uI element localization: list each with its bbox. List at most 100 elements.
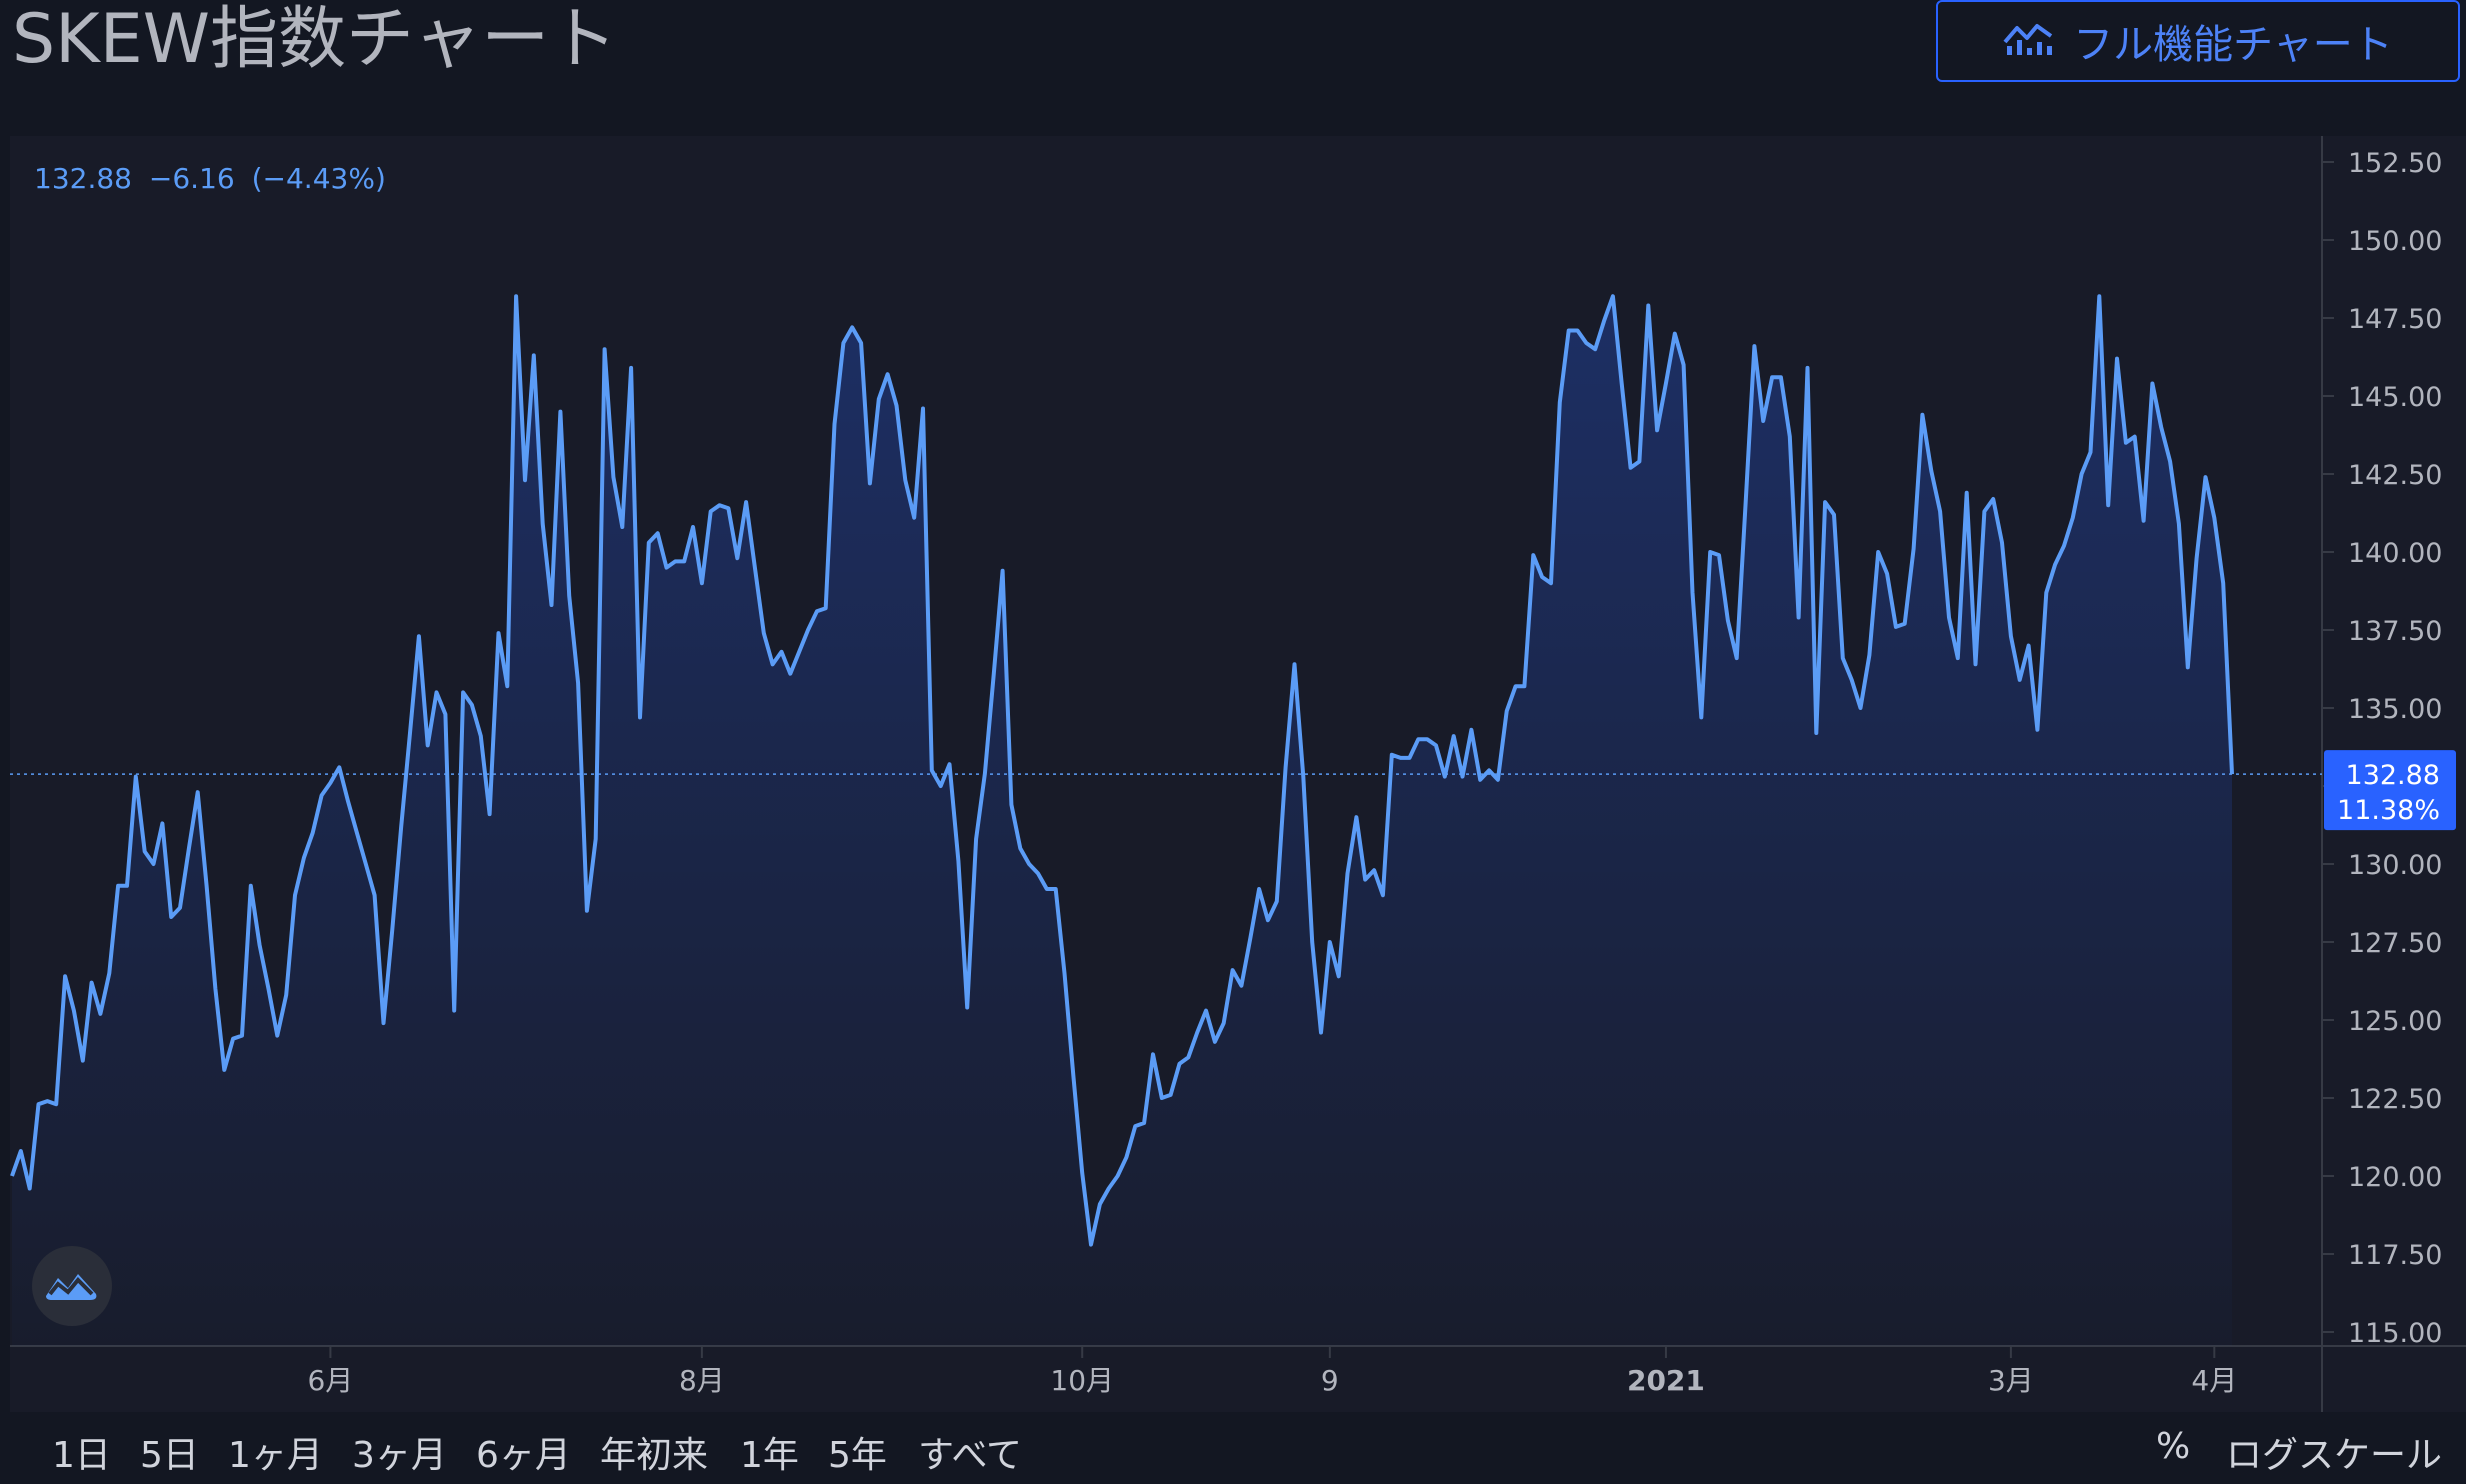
data-point [1965,491,1969,495]
data-point [1805,366,1809,370]
data-point [2000,540,2004,544]
range-button[interactable]: すべて [918,1435,1023,1476]
data-point [885,372,889,376]
full-chart-button[interactable]: フル機能チャート [1936,0,2460,82]
y-tick-label: 127.50 [2348,928,2442,959]
y-tick-label: 147.50 [2348,304,2442,335]
data-point [1248,937,1252,941]
data-point [656,531,660,535]
data-point [1956,656,1960,660]
data-point [903,478,907,482]
data-point [1867,653,1871,657]
data-point [629,366,633,370]
data-point [1876,550,1880,554]
data-point [1673,331,1677,335]
x-tick-label: 10月 [1050,1364,1114,1397]
data-point [647,540,651,544]
data-point [1558,400,1562,404]
data-point [1522,684,1526,688]
data-point [1885,572,1889,576]
data-point [134,774,138,778]
chart-line-icon [2003,16,2055,66]
x-tick-label: 2021 [1627,1364,1705,1397]
data-point [196,790,200,794]
price-chart[interactable]: 152.50 150.00 147.50 145.00 142.50 140.00 137.… [0,0,2466,1412]
data-point [1584,341,1588,345]
range-button[interactable]: 1年 [740,1435,799,1476]
data-point [2035,728,2039,732]
range-button[interactable]: 3ヶ月 [352,1435,447,1476]
data-point [1531,553,1535,557]
data-point [1363,877,1367,881]
data-point [1770,375,1774,379]
data-point [1186,1055,1190,1059]
data-point [1115,1174,1119,1178]
data-point [231,1037,235,1041]
data-point [1973,662,1977,666]
data-point [1513,684,1517,688]
data-point [965,1005,969,1009]
data-point [1903,622,1907,626]
data-point [1460,774,1464,778]
data-point [2150,381,2154,385]
data-point [1796,615,1800,619]
data-point [1045,887,1049,891]
data-point [1177,1062,1181,1066]
data-point [1646,303,1650,307]
data-point [1107,1186,1111,1190]
data-point [532,353,536,357]
log-scale-toggle[interactable]: ログスケール [2226,1435,2443,1476]
data-point [72,1008,76,1012]
data-point [956,859,960,863]
data-point [443,712,447,716]
data-point [2071,516,2075,520]
data-point [1699,715,1703,719]
data-point [160,821,164,825]
data-point [806,628,810,632]
range-button[interactable]: 5日 [140,1435,199,1476]
percent-toggle[interactable]: % [2156,1426,2191,1467]
data-point [1098,1202,1102,1206]
tradingview-logo-icon [46,1274,97,1300]
data-point [1575,328,1579,332]
data-point [558,409,562,413]
data-point [2062,544,2066,548]
data-point [1637,459,1641,463]
data-point [1602,319,1606,323]
data-point [275,1033,279,1037]
data-point [1823,500,1827,504]
range-button[interactable]: 1ヶ月 [228,1435,323,1476]
data-point [1062,971,1066,975]
data-point [850,325,854,329]
data-point [1443,774,1447,778]
range-button[interactable]: 1日 [52,1435,111,1476]
data-point [1160,1096,1164,1100]
tradingview-logo-button[interactable] [32,1246,112,1326]
price-legend: 132.88 −6.16 (−4.43%) [34,162,394,195]
data-point [620,525,624,529]
y-tick-label: 122.50 [2348,1084,2442,1115]
range-button[interactable]: 5年 [828,1435,887,1476]
y-tick-label: 152.50 [2348,148,2442,179]
data-point [1416,737,1420,741]
data-point [1168,1093,1172,1097]
range-button[interactable]: 6ヶ月 [476,1435,571,1476]
data-point [1920,413,1924,417]
data-point [2088,450,2092,454]
data-point [921,406,925,410]
y-tick-label: 117.50 [2348,1240,2442,1271]
data-point [2124,441,2128,445]
data-point [1328,940,1332,944]
x-tick-label: 6月 [307,1364,353,1397]
range-button[interactable]: 年初来 [600,1435,709,1476]
data-point [1655,428,1659,432]
data-point [479,734,483,738]
data-point [1204,1008,1208,1012]
data-point [1743,503,1747,507]
data-point [1080,1171,1084,1175]
data-point [45,1099,49,1103]
data-point [1814,731,1818,735]
data-point [1222,1021,1226,1025]
data-point [983,771,987,775]
data-point [381,1021,385,1025]
